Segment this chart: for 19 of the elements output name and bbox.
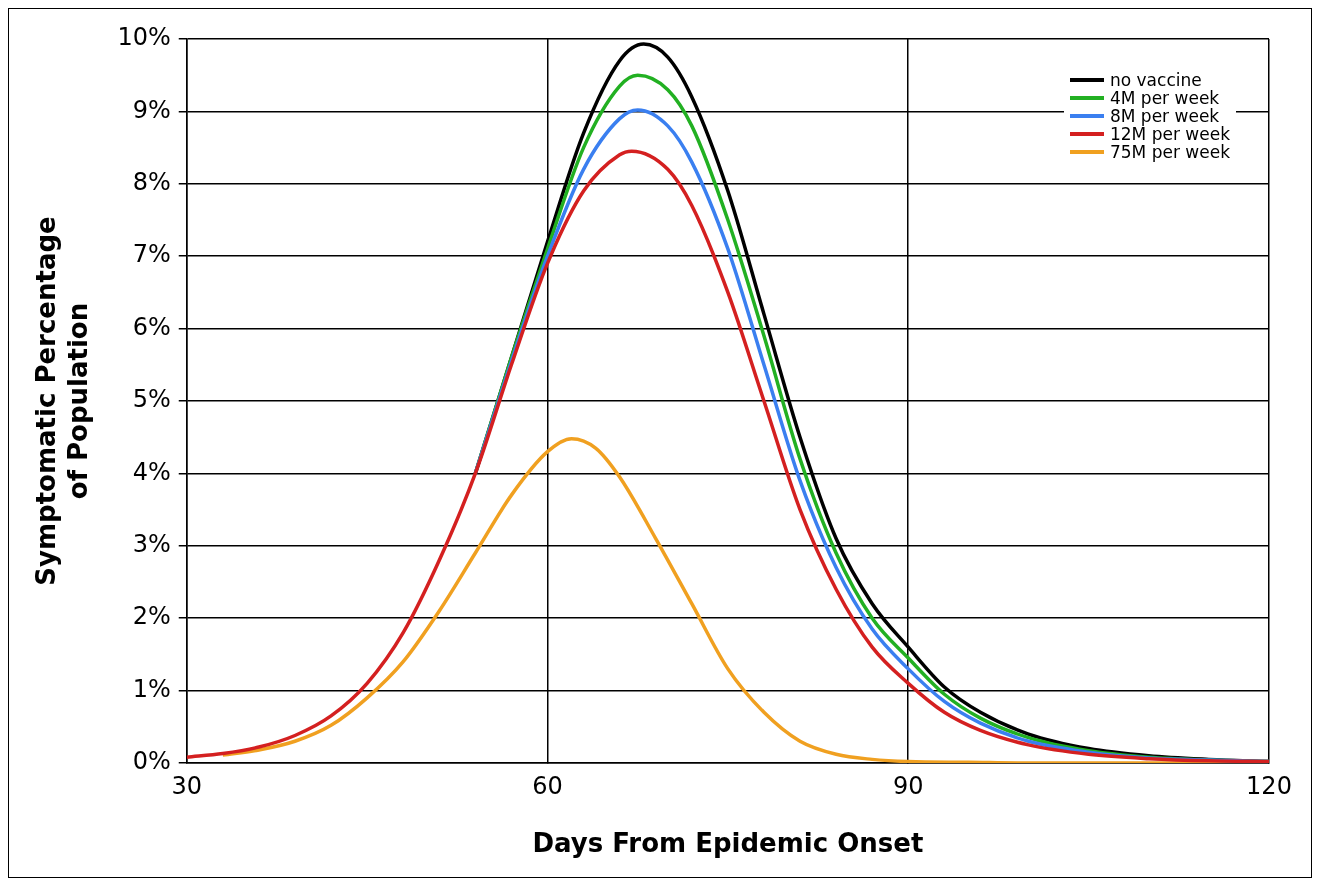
y-tick-label: 7% bbox=[132, 240, 171, 269]
y-tick-label: 0% bbox=[132, 747, 171, 776]
x-axis-title: Days From Epidemic Onset bbox=[532, 828, 924, 859]
y-tick-label: 8% bbox=[132, 168, 171, 197]
x-tick-label: 60 bbox=[532, 771, 563, 800]
y-tick-label: 1% bbox=[132, 674, 171, 703]
y-tick-label: 2% bbox=[132, 602, 171, 631]
y-tick-label: 6% bbox=[132, 312, 171, 341]
y-tick-label: 5% bbox=[132, 385, 171, 414]
legend-label: no vaccine bbox=[1109, 70, 1202, 90]
y-tick-label: 9% bbox=[132, 95, 171, 124]
x-tick-label: 90 bbox=[892, 771, 924, 800]
x-tick-label: 30 bbox=[171, 771, 203, 800]
y-tick-label: 4% bbox=[132, 457, 171, 486]
legend-label: 4M per week bbox=[1109, 88, 1220, 108]
y-tick-label: 3% bbox=[132, 530, 171, 559]
y-axis-title: Symptomatic Percentage of Population bbox=[31, 216, 93, 586]
y-tick-label: 10% bbox=[117, 23, 171, 52]
x-tick-label: 120 bbox=[1246, 771, 1292, 800]
